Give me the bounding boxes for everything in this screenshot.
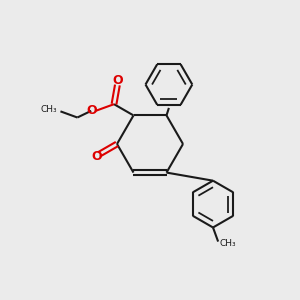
Text: O: O [112, 74, 123, 87]
Text: CH₃: CH₃ [41, 105, 58, 114]
Text: O: O [87, 104, 98, 117]
Text: CH₃: CH₃ [220, 238, 236, 247]
Text: O: O [91, 150, 102, 164]
